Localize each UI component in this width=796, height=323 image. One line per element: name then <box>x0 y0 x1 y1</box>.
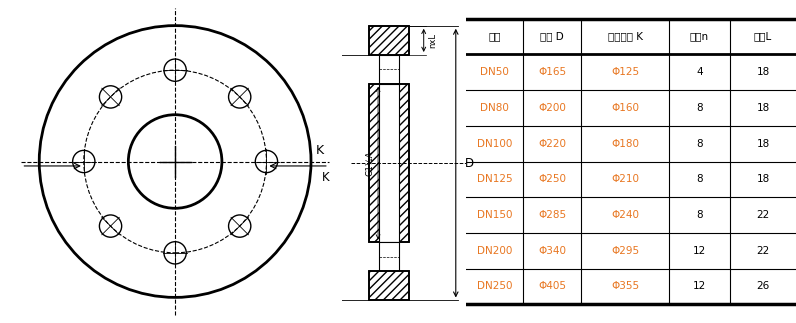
Text: 18: 18 <box>756 103 770 113</box>
Text: Φ125: Φ125 <box>611 67 639 77</box>
Bar <box>379 84 399 242</box>
Text: Φ160: Φ160 <box>611 103 639 113</box>
Text: 18: 18 <box>756 139 770 149</box>
Text: 4: 4 <box>696 67 703 77</box>
Text: Φ165: Φ165 <box>538 67 567 77</box>
Text: 8: 8 <box>696 210 703 220</box>
Text: Φ200: Φ200 <box>538 103 566 113</box>
Text: Φ210: Φ210 <box>611 174 639 184</box>
Text: 8: 8 <box>696 103 703 113</box>
Text: DN250: DN250 <box>477 281 513 291</box>
Bar <box>369 271 409 300</box>
Text: 孔径L: 孔径L <box>754 32 772 42</box>
Bar <box>379 55 399 84</box>
Text: 规格: 规格 <box>488 32 501 42</box>
Text: Φ285: Φ285 <box>538 210 567 220</box>
Text: 外径 D: 外径 D <box>540 32 564 42</box>
Text: 18: 18 <box>756 174 770 184</box>
Text: D: D <box>464 157 474 170</box>
Bar <box>379 242 399 271</box>
Text: K: K <box>322 171 330 184</box>
Text: 22: 22 <box>756 210 770 220</box>
Text: Φ355: Φ355 <box>611 281 639 291</box>
Text: DN100: DN100 <box>477 139 513 149</box>
Text: 8: 8 <box>696 174 703 184</box>
Bar <box>369 84 409 242</box>
Text: Φ405: Φ405 <box>538 281 567 291</box>
Text: Φ250: Φ250 <box>538 174 567 184</box>
Text: DN200: DN200 <box>477 246 513 256</box>
Text: 18: 18 <box>756 67 770 77</box>
Text: nxL: nxL <box>428 33 438 48</box>
Text: DN150: DN150 <box>477 210 513 220</box>
Text: 8: 8 <box>696 139 703 149</box>
Text: G1½A: G1½A <box>365 150 374 176</box>
Text: 12: 12 <box>693 246 706 256</box>
Bar <box>369 26 409 55</box>
Text: Φ220: Φ220 <box>538 139 567 149</box>
Text: Φ295: Φ295 <box>611 246 639 256</box>
Text: DN125: DN125 <box>477 174 513 184</box>
Text: K: K <box>316 144 324 157</box>
Text: 12: 12 <box>693 281 706 291</box>
Text: DN80: DN80 <box>480 103 509 113</box>
Bar <box>369 271 409 300</box>
Text: Φ180: Φ180 <box>611 139 639 149</box>
Bar <box>369 26 409 55</box>
Bar <box>369 84 409 242</box>
Text: 孔数n: 孔数n <box>690 32 709 42</box>
Text: 22: 22 <box>756 246 770 256</box>
Text: Φ340: Φ340 <box>538 246 567 256</box>
Text: 中心孔距 K: 中心孔距 K <box>607 32 642 42</box>
Text: DN50: DN50 <box>480 67 509 77</box>
Text: Φ240: Φ240 <box>611 210 639 220</box>
Text: 26: 26 <box>756 281 770 291</box>
